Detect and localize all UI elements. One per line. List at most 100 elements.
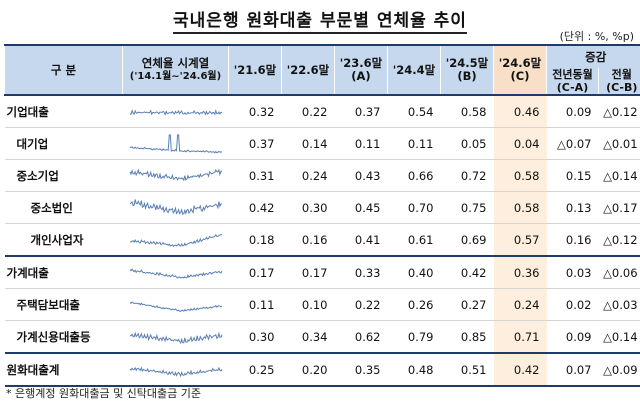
sparkline-cell: [122, 223, 229, 257]
value-cell: 0.51: [440, 352, 494, 387]
header-col-5: '24.5말 (B): [440, 45, 494, 95]
sparkline-cell: [122, 288, 229, 321]
table-row: 개인사업자 0.18 0.16 0.41 0.61 0.69 0.57 0.16 △0.12: [4, 223, 640, 257]
value-cell: 0.54: [387, 95, 441, 128]
sparkline-line: [129, 133, 222, 154]
value-cell: 0.22: [281, 95, 335, 128]
header-col-1: '21.6말: [228, 45, 282, 95]
value-cell: 0.36: [493, 255, 547, 289]
value-cell: 0.11: [228, 288, 282, 321]
value-cell: 0.72: [440, 159, 494, 192]
sparkline-line: [129, 198, 222, 215]
sparkline-mortgage: [129, 300, 222, 312]
sparkline-selfemp: [129, 233, 222, 247]
sparkline-line: [129, 233, 222, 247]
value-cell: 0.42: [228, 191, 282, 224]
row-label: 가계대출: [4, 255, 123, 289]
sparkline-line: [129, 365, 222, 377]
header-series-label: 연체율 시계열: [141, 56, 210, 70]
change-yoy-cell: 0.13: [546, 191, 599, 224]
row-label: 대기업: [4, 127, 123, 160]
value-cell: 0.30: [281, 191, 335, 224]
sparkline-cell: [122, 255, 229, 289]
header-col-4: '24.4말: [387, 45, 441, 95]
row-label: 원화대출계: [4, 352, 123, 387]
value-cell: 0.34: [281, 320, 335, 354]
table-row: 기업대출 0.32 0.22 0.37 0.54 0.58 0.46 0.09 △0.12: [4, 95, 640, 128]
sparkline-smecorp: [129, 198, 222, 215]
table-row: 가계신용대출등 0.30 0.34 0.62 0.79 0.85 0.71 0.09 △0.14: [4, 320, 640, 354]
row-label: 기업대출: [4, 95, 123, 128]
change-mom-cell: △0.03: [598, 288, 640, 321]
value-cell: 0.79: [387, 320, 441, 354]
row-label: 중소법인: [4, 191, 123, 224]
value-cell: 0.17: [228, 255, 282, 289]
sparkline-corp: [129, 108, 222, 116]
sparkline-line: [129, 300, 222, 312]
sparkline-cell: [122, 320, 229, 354]
change-yoy-cell: 0.16: [546, 223, 599, 257]
change-mom-cell: △0.12: [598, 95, 640, 128]
value-cell: 0.46: [493, 95, 547, 128]
table-row: 주택담보대출 0.11 0.10 0.22 0.26 0.27 0.24 0.02 △0.03: [4, 288, 640, 321]
sparkline-line: [129, 331, 222, 344]
value-cell: 0.48: [387, 352, 441, 387]
sparkline-line: [129, 267, 222, 279]
value-cell: 0.58: [493, 191, 547, 224]
value-cell: 0.42: [440, 255, 494, 289]
change-yoy-cell: △0.07: [546, 127, 599, 160]
value-cell: 0.24: [493, 288, 547, 321]
value-cell: 0.20: [281, 352, 335, 387]
value-cell: 0.66: [387, 159, 441, 192]
change-mom-cell: △0.17: [598, 191, 640, 224]
sparkline-cell: [122, 159, 229, 192]
value-cell: 0.05: [440, 127, 494, 160]
value-cell: 0.11: [334, 127, 388, 160]
delinquency-table: 구 분 연체율 시계열 ('14.1월~'24.6월) '21.6말 '22.6…: [4, 44, 640, 387]
change-yoy-cell: 0.15: [546, 159, 599, 192]
header-category: 구 분: [4, 45, 123, 95]
header-change-yoy: 전년동월 (C-A): [546, 68, 599, 95]
table-row: 가계대출 0.17 0.17 0.33 0.40 0.42 0.36 0.03 △0.06: [4, 255, 640, 289]
value-cell: 0.45: [334, 191, 388, 224]
value-cell: 0.04: [493, 127, 547, 160]
change-mom-cell: △0.14: [598, 320, 640, 354]
unit-note: (단위 : %, %p): [559, 30, 634, 43]
value-cell: 0.11: [387, 127, 441, 160]
table-row: 중소법인 0.42 0.30 0.45 0.70 0.75 0.58 0.13 △0.17: [4, 191, 640, 224]
value-cell: 0.32: [228, 95, 282, 128]
change-yoy-cell: 0.07: [546, 352, 599, 387]
sparkline-cell: [122, 191, 229, 224]
value-cell: 0.71: [493, 320, 547, 354]
row-label: 개인사업자: [4, 223, 123, 257]
sparkline-household: [129, 267, 222, 279]
value-cell: 0.33: [334, 255, 388, 289]
table-row: 원화대출계 0.25 0.20 0.35 0.48 0.51 0.42 0.07 △0.09: [4, 352, 640, 387]
value-cell: 0.27: [440, 288, 494, 321]
value-cell: 0.58: [493, 159, 547, 192]
value-cell: 0.24: [281, 159, 335, 192]
change-yoy-cell: 0.03: [546, 255, 599, 289]
footnote: * 은행계정 원화대출금 및 신탁대출금 기준: [6, 387, 202, 400]
value-cell: 0.42: [493, 352, 547, 387]
sparkline-cell: [122, 95, 229, 128]
row-label: 중소기업: [4, 159, 123, 192]
value-cell: 0.85: [440, 320, 494, 354]
change-yoy-cell: 0.02: [546, 288, 599, 321]
sparkline-cell: [122, 352, 229, 387]
row-label: 주택담보대출: [4, 288, 123, 321]
change-mom-cell: △0.01: [598, 127, 640, 160]
change-mom-cell: △0.12: [598, 223, 640, 257]
header-change-mom: 전월 (C-B): [597, 68, 640, 95]
value-cell: 0.25: [228, 352, 282, 387]
value-cell: 0.57: [493, 223, 547, 257]
change-mom-cell: △0.14: [598, 159, 640, 192]
value-cell: 0.10: [281, 288, 335, 321]
page-title: 국내은행 원화대출 부문별 연체율 추이: [0, 6, 640, 34]
value-cell: 0.75: [440, 191, 494, 224]
value-cell: 0.35: [334, 352, 388, 387]
header-change-group: 증감: [545, 45, 640, 68]
value-cell: 0.31: [228, 159, 282, 192]
value-cell: 0.18: [228, 223, 282, 257]
sparkline-line: [129, 167, 222, 181]
